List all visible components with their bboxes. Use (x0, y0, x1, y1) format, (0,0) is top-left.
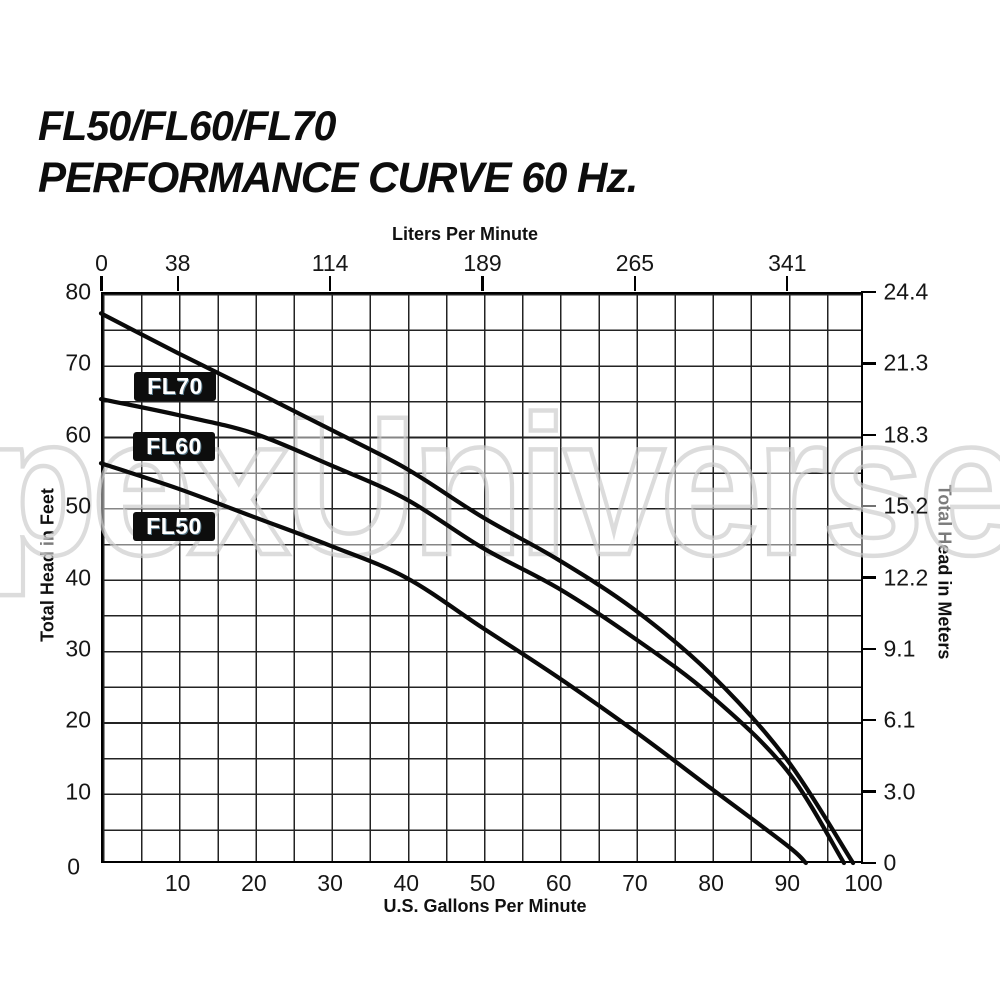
bottom-axis-tick-label: 50 (469, 870, 496, 896)
bottom-axis-tick-label: 60 (545, 870, 572, 896)
curve-fl50 (98, 461, 808, 866)
page-title-models: FL50/FL60/FL70 (38, 102, 336, 149)
bottom-axis-tick-label: 10 (164, 870, 191, 896)
bottom-axis-tick-label: 100 (844, 870, 883, 896)
left-axis-tick-label: 60 (65, 421, 91, 448)
left-axis-tick-label: 10 (65, 778, 91, 805)
top-axis-tick-label: 189 (463, 250, 502, 276)
right-axis-tick-label: 0 (883, 849, 897, 876)
left-axis-tick-label: 50 (65, 492, 91, 519)
curve-label-fl70: FL70 (134, 372, 216, 401)
right-axis-tick-label: 9.1 (883, 635, 916, 662)
page-title-performance: PERFORMANCE CURVE 60 Hz. (38, 154, 638, 202)
bottom-axis-tick-label: 40 (393, 870, 420, 896)
right-axis-tick (860, 433, 876, 436)
performance-curves (98, 311, 856, 866)
right-axis-tick (860, 719, 876, 722)
left-axis-tick-label: 30 (65, 635, 91, 662)
right-axis-tick (860, 290, 876, 294)
right-axis-tick-label: 6.1 (883, 706, 916, 733)
top-axis-tick (100, 276, 103, 291)
plot-grid-area (101, 292, 863, 863)
top-axis-tick-label: 0 (95, 250, 108, 276)
curve-fl60 (98, 397, 847, 866)
top-axis-tick-label: 265 (615, 250, 655, 276)
right-axis-tick (860, 647, 876, 651)
origin-zero-label: 0 (67, 853, 80, 880)
top-axis-tick-label: 114 (311, 250, 349, 276)
right-axis-tick-label: 15.2 (883, 492, 929, 519)
bottom-axis-tick-label: 20 (241, 870, 267, 896)
right-axis-tick-label: 21.3 (883, 349, 929, 376)
right-axis-tick (860, 790, 876, 793)
right-axis-tick-label: 12.2 (883, 564, 929, 590)
top-axis-tick (481, 276, 484, 291)
top-axis-label: Liters Per Minute (391, 224, 539, 244)
right-axis-tick (860, 576, 876, 579)
right-axis-tick (860, 861, 876, 865)
right-axis-tick-label: 24.4 (883, 278, 929, 305)
bottom-axis-tick-label: 30 (317, 870, 343, 896)
top-axis-tick (786, 276, 789, 291)
right-axis-tick-label: 3.0 (883, 778, 916, 805)
curve-label-fl50: FL50 (133, 512, 215, 541)
left-axis-label: Total Head in Feet (37, 488, 58, 642)
top-axis-tick-label: 341 (768, 250, 807, 276)
left-axis-tick-label: 40 (65, 564, 91, 590)
right-axis-tick (860, 504, 876, 508)
bottom-axis-tick-label: 80 (698, 870, 724, 896)
left-axis-tick-label: 80 (65, 278, 91, 305)
left-axis-tick-label: 20 (65, 706, 91, 733)
top-axis-tick (633, 276, 637, 291)
bottom-axis-label: U.S. Gallons Per Minute (383, 896, 587, 916)
bottom-axis-tick-label: 90 (774, 870, 801, 896)
bottom-axis-tick-label: 70 (622, 870, 648, 896)
curve-fl70 (98, 311, 856, 866)
top-axis-tick (176, 276, 179, 291)
top-axis-tick-label: 38 (164, 250, 191, 276)
left-axis-tick-label: 70 (65, 349, 91, 376)
curve-label-fl60: FL60 (133, 432, 215, 461)
right-axis-tick (860, 362, 876, 365)
top-axis-tick (328, 276, 332, 291)
right-axis-tick-label: 18.3 (883, 421, 929, 448)
right-axis-label: Total Head in Meters (934, 484, 955, 660)
